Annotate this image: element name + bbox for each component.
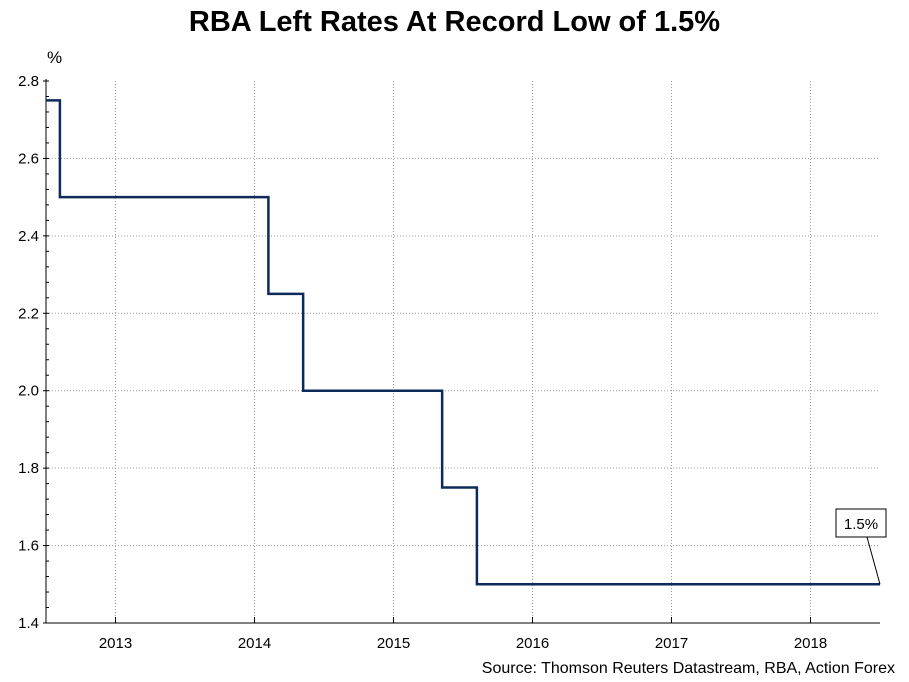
x-axis-ticks: 2013 2014 2015 2016 2017 2018	[99, 617, 827, 652]
annotation-box	[835, 508, 887, 538]
y-axis-unit: %	[47, 48, 63, 67]
y-tick-label: 2.8	[18, 73, 39, 90]
source-note: Source: Thomson Reuters Datastream, RBA,…	[481, 660, 895, 677]
series-line	[46, 99, 880, 586]
x-tick-label: 2017	[655, 635, 688, 652]
x-tick-label: 2018	[794, 635, 827, 652]
x-tick-label: 2013	[99, 635, 132, 652]
y-axis-ticks: 1.4 1.6 1.8 2.0 2.2 2.4 2.6 2.8	[18, 73, 49, 632]
chart-title: RBA Left Rates At Record Low of 1.5%	[188, 6, 721, 38]
x-tick-label: 2015	[377, 635, 410, 652]
y-tick-label: 2.0	[18, 383, 39, 400]
x-tick-label: 2014	[238, 635, 271, 652]
series-group	[46, 99, 880, 586]
annotation-label: 1.5%	[844, 516, 878, 533]
y-tick-label: 2.4	[18, 228, 39, 245]
y-tick-label: 1.6	[18, 538, 39, 555]
x-tick-label: 2016	[516, 635, 549, 652]
y-tick-label: 2.2	[18, 305, 39, 322]
annotation-leader	[866, 536, 881, 585]
y-tick-label: 1.8	[18, 460, 39, 477]
gridlines	[46, 81, 880, 623]
y-tick-label: 1.4	[18, 615, 39, 632]
axes	[45, 79, 880, 624]
annotation-group: 1.5%	[835, 508, 887, 585]
y-tick-label: 2.6	[18, 150, 39, 167]
